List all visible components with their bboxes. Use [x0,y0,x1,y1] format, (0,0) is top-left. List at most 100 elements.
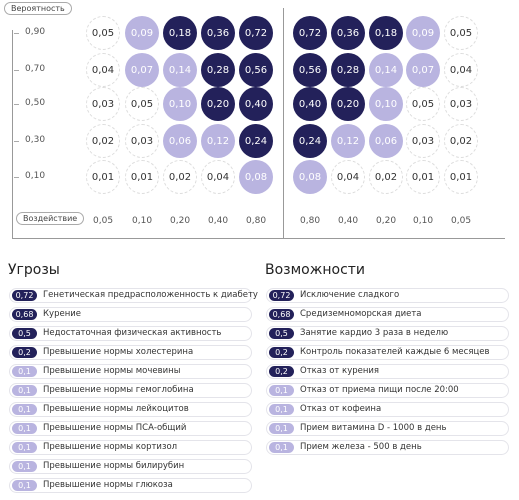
threat-cell: 0,03 [86,87,120,121]
badge: 0,2 [12,347,37,358]
item-text: Превышение нормы гемоглобина [43,385,194,395]
list-item: 0,1 Превышение нормы гемоглобина [9,383,252,398]
x-label: 0,05 [93,216,114,226]
opportunity-cell: 0,24 [293,124,327,158]
x-label: 0,05 [451,216,472,226]
threat-cell: 0,05 [86,16,120,50]
divider [283,8,284,238]
opportunity-cell: 0,03 [406,124,440,158]
opportunity-cell: 0,03 [444,87,478,121]
x-label: 0,10 [132,216,153,226]
y-label: 0,50 [25,98,46,108]
badge: 0,68 [269,309,294,320]
list-item: 0,1 Превышение нормы билирубин [9,459,252,474]
threat-cell: 0,12 [201,124,235,158]
badge: 0,72 [12,290,37,301]
threat-cell: 0,01 [86,160,120,194]
item-text: Отказ от кофеина [300,404,382,414]
badge: 0,1 [12,366,37,377]
threat-cell: 0,04 [201,160,235,194]
list-item: 0,1 Отказ от кофеина [266,402,509,417]
opportunity-cell: 0,02 [369,160,403,194]
x-label: 0,80 [300,216,321,226]
opportunities-title: Возможности [265,262,366,278]
item-text: Превышение нормы ПСА-общий [43,423,187,433]
threat-cell: 0,04 [86,53,120,87]
opportunity-cell: 0,18 [369,16,403,50]
badge: 0,1 [12,385,37,396]
threat-cell: 0,18 [163,16,197,50]
opportunity-cell: 0,04 [331,160,365,194]
opportunity-cell: 0,05 [406,87,440,121]
badge: 0,1 [12,480,37,491]
x-label: 0,40 [208,216,229,226]
threat-cell: 0,10 [163,87,197,121]
threat-cell: 0,09 [125,16,159,50]
opportunity-cell: 0,10 [369,87,403,121]
list-item: 0,1 Превышение нормы кортизол [9,440,252,455]
opportunity-cell: 0,08 [293,160,327,194]
opportunity-cell: 0,01 [444,160,478,194]
threat-cell: 0,72 [239,16,273,50]
y-label: 0,10 [25,171,46,181]
opportunity-cell: 0,56 [293,53,327,87]
opportunity-cell: 0,12 [331,124,365,158]
opportunity-cell: 0,14 [369,53,403,87]
list-item: 0,2 Отказ от курения [266,364,509,379]
threat-cell: 0,20 [201,87,235,121]
opportunity-cell: 0,04 [444,53,478,87]
opportunity-cell: 0,07 [406,53,440,87]
item-text: Превышение нормы кортизол [43,442,178,452]
threat-cell: 0,36 [201,16,235,50]
probability-button[interactable]: Вероятность [4,2,72,15]
opportunity-cell: 0,40 [293,87,327,121]
item-text: Исключение сладкого [300,290,400,300]
y-label: 0,30 [25,135,46,145]
item-text: Недостаточная физическая активность [43,328,222,338]
badge: 0,68 [12,309,37,320]
badge: 0,2 [269,366,294,377]
badge: 0,1 [269,442,294,453]
item-text: Прием железа - 500 в день [300,442,422,452]
x-label: 0,20 [376,216,397,226]
badge: 0,72 [269,290,294,301]
item-text: Прием витамина D - 1000 в день [300,423,447,433]
list-item: 0,2 Превышение нормы холестерина [9,345,252,360]
badge: 0,1 [269,404,294,415]
y-label: 0,70 [25,64,46,74]
threat-cell: 0,07 [125,53,159,87]
list-item: 0,1 Превышение нормы лейкоцитов [9,402,252,417]
x-label: 0,20 [170,216,191,226]
impact-button[interactable]: Воздействие [16,212,85,225]
opportunity-cell: 0,20 [331,87,365,121]
threat-cell: 0,40 [239,87,273,121]
threat-cell: 0,08 [239,160,273,194]
item-text: Занятие кардио 3 раза в неделю [300,328,449,338]
tick [14,177,19,178]
opportunity-cell: 0,01 [406,160,440,194]
badge: 0,2 [269,347,294,358]
opportunity-cell: 0,05 [444,16,478,50]
badge: 0,5 [269,328,294,339]
item-text: Отказ от приема пищи после 20:00 [300,385,459,395]
list-item: 0,1 Превышение нормы мочевины [9,364,252,379]
x-label: 0,80 [246,216,267,226]
y-label: 0,90 [25,27,46,37]
item-text: Превышение нормы глюкоза [43,480,173,490]
threat-cell: 0,01 [125,160,159,194]
item-text: Отказ от курения [300,366,380,376]
opportunity-cell: 0,09 [406,16,440,50]
item-text: Превышение нормы холестерина [43,347,194,357]
list-item: 0,5 Занятие кардио 3 раза в неделю [266,326,509,341]
badge: 0,1 [12,442,37,453]
threat-cell: 0,02 [86,124,120,158]
badge: 0,1 [12,461,37,472]
badge: 0,1 [12,423,37,434]
opportunity-cell: 0,28 [331,53,365,87]
badge: 0,1 [269,385,294,396]
item-text: Курение [43,309,82,319]
threat-cell: 0,02 [163,160,197,194]
tick [14,104,19,105]
item-text: Превышение нормы мочевины [43,366,181,376]
